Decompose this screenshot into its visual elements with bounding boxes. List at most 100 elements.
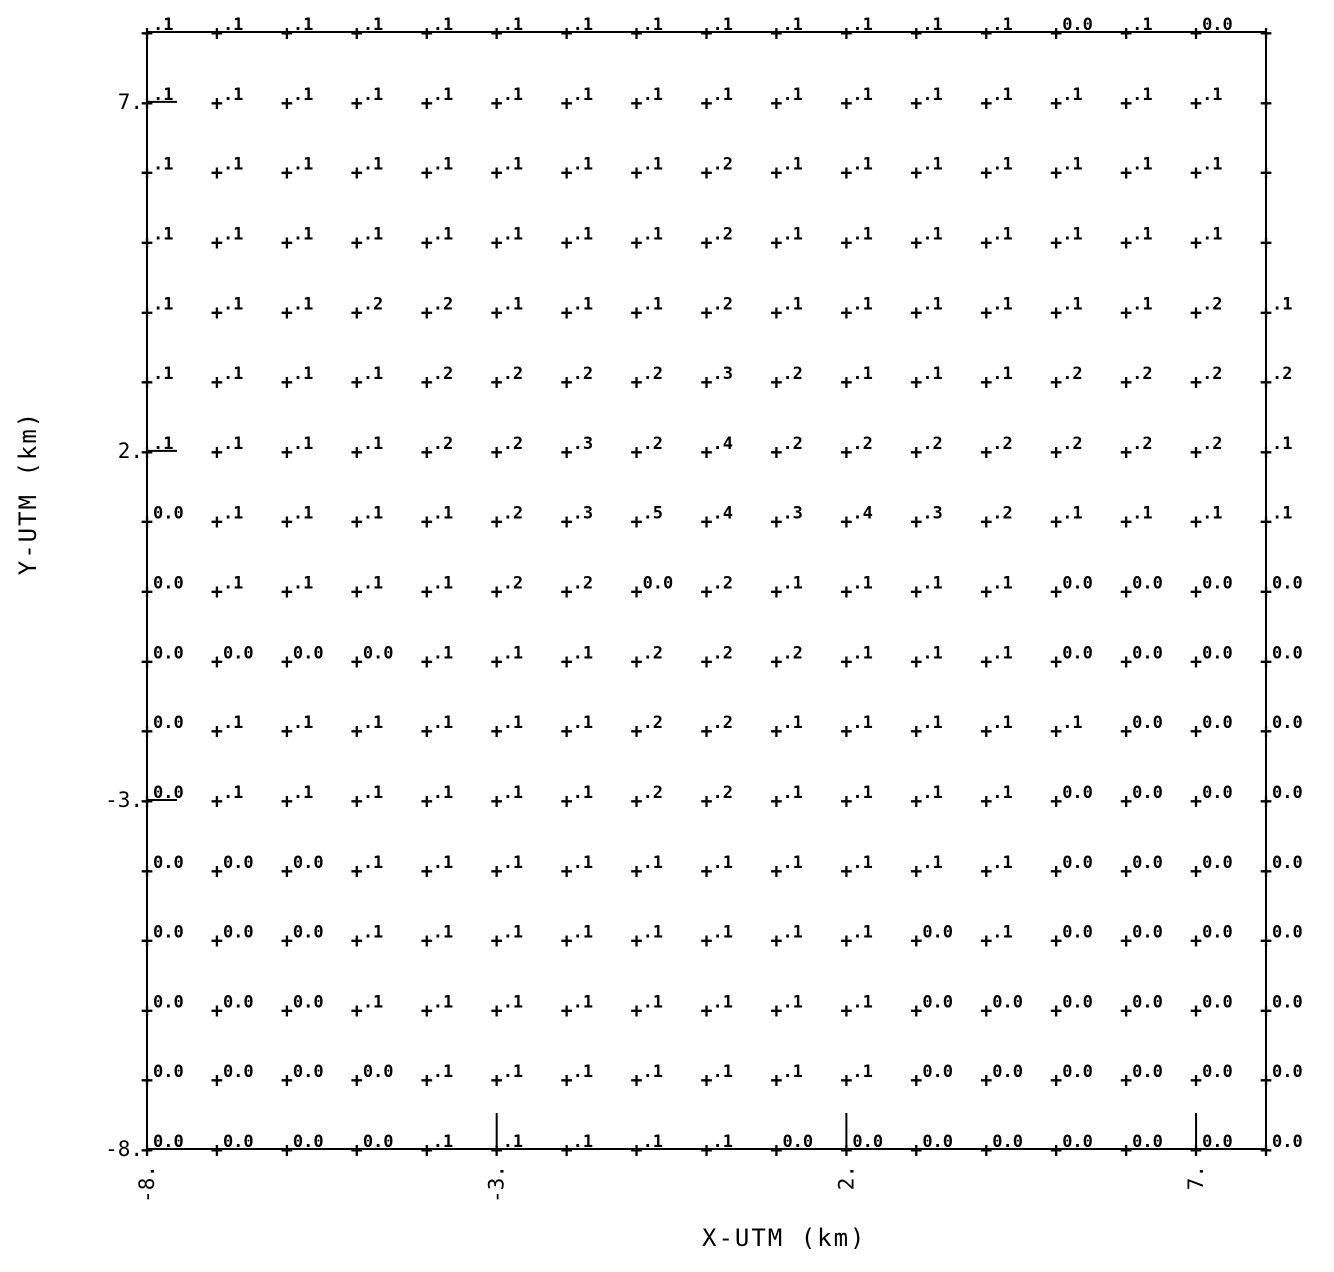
grid-value-label: .1 <box>433 224 453 244</box>
grid-point-marker: + <box>700 370 712 394</box>
grid-point-marker: + <box>770 1068 782 1092</box>
grid-value-label: .2 <box>573 364 593 384</box>
grid-point-marker: + <box>561 91 573 115</box>
grid-value-label: 0.0 <box>1132 923 1163 943</box>
grid-point-marker: + <box>980 998 992 1022</box>
grid-value-label: 0.0 <box>1202 992 1233 1012</box>
grid-value-marks: + .1 + .1 + .1 + .1 + .1 + .1 + .1 + .1 + .1 + .1 + .1 + .1 + .1 +… <box>141 15 1303 1162</box>
grid-value-label: 0.0 <box>1062 15 1093 35</box>
grid-point-marker: + <box>631 91 643 115</box>
grid-point-marker: + <box>351 370 363 394</box>
grid-point-marker: + <box>770 580 782 604</box>
grid-point-marker: + <box>211 230 223 254</box>
grid-point-marker: + <box>700 21 712 45</box>
grid-point-marker: + <box>910 21 922 45</box>
grid-value-label: .1 <box>782 783 802 803</box>
grid-value-label: .1 <box>1272 504 1292 524</box>
grid-point-marker: + <box>281 719 293 743</box>
grid-value-label: .1 <box>852 15 872 35</box>
grid-point-marker: + <box>980 300 992 324</box>
grid-value-label: 0.0 <box>1132 713 1163 733</box>
grid-value-label: .1 <box>573 85 593 105</box>
grid-value-label: .1 <box>503 853 523 873</box>
grid-value-label: 0.0 <box>1132 643 1163 663</box>
grid-point-marker: + <box>211 370 223 394</box>
grid-value-label: 0.0 <box>293 1062 324 1082</box>
grid-value-label: 0.0 <box>153 992 184 1012</box>
grid-point-marker: + <box>1190 1138 1202 1162</box>
grid-value-label: .2 <box>643 434 663 454</box>
grid-value-label: .1 <box>293 155 313 175</box>
grid-point-marker: + <box>351 580 363 604</box>
grid-value-label: .1 <box>852 783 872 803</box>
grid-value-label: .1 <box>293 224 313 244</box>
grid-point-marker: + <box>561 300 573 324</box>
grid-point-marker: + <box>1120 580 1132 604</box>
grid-value-label: .1 <box>713 85 733 105</box>
grid-point-marker: + <box>980 789 992 813</box>
grid-value-label: 0.0 <box>1062 923 1093 943</box>
grid-value-label: 0.0 <box>1132 1062 1163 1082</box>
grid-point-marker: + <box>840 929 852 953</box>
grid-point-marker: + <box>1260 91 1272 115</box>
grid-point-marker: + <box>1120 161 1132 185</box>
grid-value-label: 0.0 <box>922 1132 953 1152</box>
grid-point-marker: + <box>1190 859 1202 883</box>
grid-value-label: .1 <box>293 434 313 454</box>
grid-value-label: .1 <box>503 923 523 943</box>
grid-value-label: 0.0 <box>1062 853 1093 873</box>
grid-point-marker: + <box>1050 929 1062 953</box>
axis-ticks: 7. 2. -3. -8. -8. -3. 2. 7. <box>105 90 1208 1203</box>
grid-point-marker: + <box>840 370 852 394</box>
grid-value-label: 0.0 <box>153 923 184 943</box>
grid-value-label: .1 <box>503 155 523 175</box>
grid-point-marker: + <box>1190 300 1202 324</box>
grid-point-marker: + <box>770 649 782 673</box>
grid-value-label: 0.0 <box>1202 574 1233 594</box>
grid-point-marker: + <box>211 719 223 743</box>
grid-point-marker: + <box>1260 1068 1272 1092</box>
grid-point-marker: + <box>141 929 153 953</box>
grid-point-marker: + <box>910 1138 922 1162</box>
grid-value-label: 0.0 <box>223 1062 254 1082</box>
grid-value-label: 0.0 <box>1272 923 1303 943</box>
grid-point-marker: + <box>840 859 852 883</box>
grid-point-marker: + <box>421 300 433 324</box>
grid-point-marker: + <box>1120 300 1132 324</box>
grid-value-label: .2 <box>713 783 733 803</box>
grid-point-marker: + <box>770 510 782 534</box>
grid-point-marker: + <box>770 719 782 743</box>
grid-point-marker: + <box>1050 230 1062 254</box>
grid-value-label: 0.0 <box>992 992 1023 1012</box>
y-axis-label: Y-UTM (km) <box>14 410 42 576</box>
grid-point-marker: + <box>1050 510 1062 534</box>
grid-point-marker: + <box>631 580 643 604</box>
grid-point-marker: + <box>1120 510 1132 534</box>
grid-value-label: 0.0 <box>1132 783 1163 803</box>
grid-point-marker: + <box>351 21 363 45</box>
grid-value-label: .2 <box>643 364 663 384</box>
grid-point-marker: + <box>631 1068 643 1092</box>
grid-value-label: 0.0 <box>1272 713 1303 733</box>
grid-point-marker: + <box>421 91 433 115</box>
grid-point-marker: + <box>770 370 782 394</box>
grid-value-label: .1 <box>573 713 593 733</box>
grid-value-label: .1 <box>573 1062 593 1082</box>
grid-point-marker: + <box>840 1138 852 1162</box>
grid-point-marker: + <box>1190 929 1202 953</box>
grid-value-label: .2 <box>852 434 872 454</box>
grid-point-marker: + <box>840 161 852 185</box>
grid-value-label: 0.0 <box>1202 923 1233 943</box>
grid-point-marker: + <box>1050 998 1062 1022</box>
grid-value-label: .1 <box>782 15 802 35</box>
grid-value-label: .1 <box>433 992 453 1012</box>
grid-value-label: 0.0 <box>153 504 184 524</box>
grid-value-label: .1 <box>363 853 383 873</box>
grid-value-label: .2 <box>713 224 733 244</box>
grid-point-marker: + <box>1190 998 1202 1022</box>
grid-value-label: 0.0 <box>1132 853 1163 873</box>
grid-point-marker: + <box>491 1138 503 1162</box>
grid-value-label: .2 <box>1202 364 1222 384</box>
grid-value-label: .2 <box>643 643 663 663</box>
grid-point-marker: + <box>700 789 712 813</box>
